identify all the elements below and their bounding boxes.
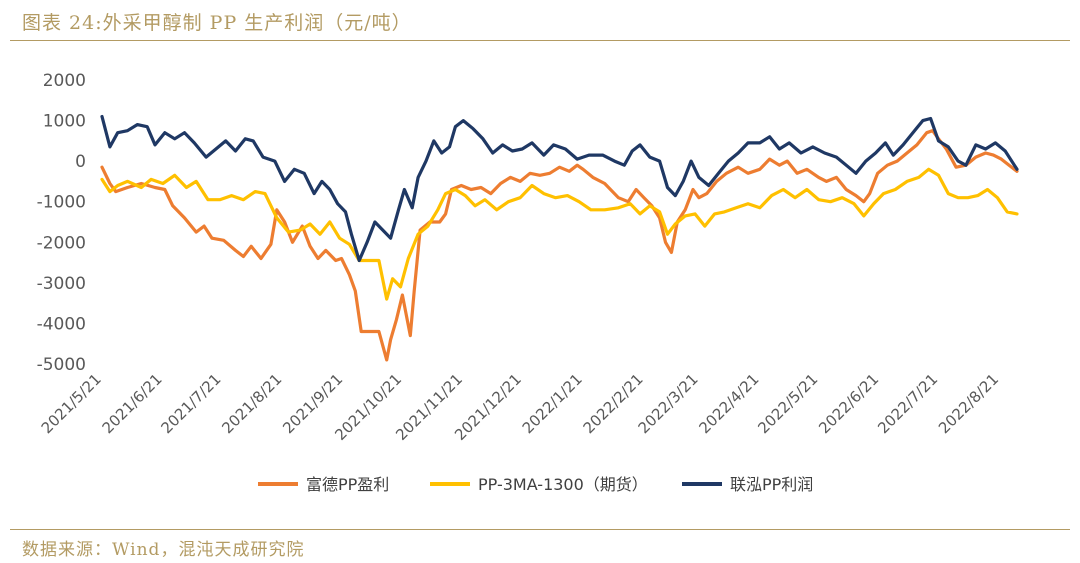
plot-area [100, 114, 1019, 362]
x-tick-label: 2022/4/21 [695, 370, 762, 437]
figure-source: 数据来源：Wind，混沌天成研究院 [22, 540, 305, 560]
x-tick-label: 2022/1/21 [519, 370, 586, 437]
x-tick-label: 2022/5/21 [754, 370, 821, 437]
y-tick-label: -1000 [37, 193, 86, 213]
y-tick-label: 1000 [43, 112, 86, 132]
x-axis: 2021/5/212021/6/212021/7/212021/8/212021… [38, 370, 1002, 444]
title-divider [10, 40, 1070, 41]
x-tick-label: 2022/8/21 [935, 370, 1002, 437]
x-tick-label: 2021/5/21 [38, 370, 105, 437]
y-tick-label: -5000 [37, 355, 86, 375]
x-tick-label: 2022/3/21 [635, 370, 702, 437]
series-line-2 [100, 167, 1019, 301]
x-tick-label: 2021/8/21 [218, 370, 285, 437]
y-tick-label: 0 [75, 152, 86, 172]
x-tick-label: 2021/6/21 [99, 370, 166, 437]
figure-title: 图表 24:外采甲醇制 PP 生产利润（元/吨） [22, 12, 412, 34]
y-tick-label: -3000 [37, 274, 86, 294]
series-line-1 [100, 129, 1019, 362]
y-axis: 2000 1000 0 -1000 -2000 -3000 -4000 -5000 [37, 71, 86, 375]
x-tick-label: 2022/7/21 [874, 370, 941, 437]
legend: 富德PP盈利 PP-3MA-1300（期货） 联泓PP利润 [258, 475, 813, 494]
legend-label: 联泓PP利润 [730, 475, 813, 494]
x-tick-label: 2021/7/21 [157, 370, 224, 437]
y-tick-label: 2000 [43, 71, 86, 91]
x-tick-label: 2022/6/21 [815, 370, 882, 437]
source-divider [10, 529, 1070, 530]
legend-label: PP-3MA-1300（期货） [478, 475, 648, 494]
y-tick-label: -4000 [37, 314, 86, 334]
legend-label: 富德PP盈利 [306, 475, 389, 494]
y-tick-label: -2000 [37, 233, 86, 253]
series-line-3 [100, 114, 1019, 263]
